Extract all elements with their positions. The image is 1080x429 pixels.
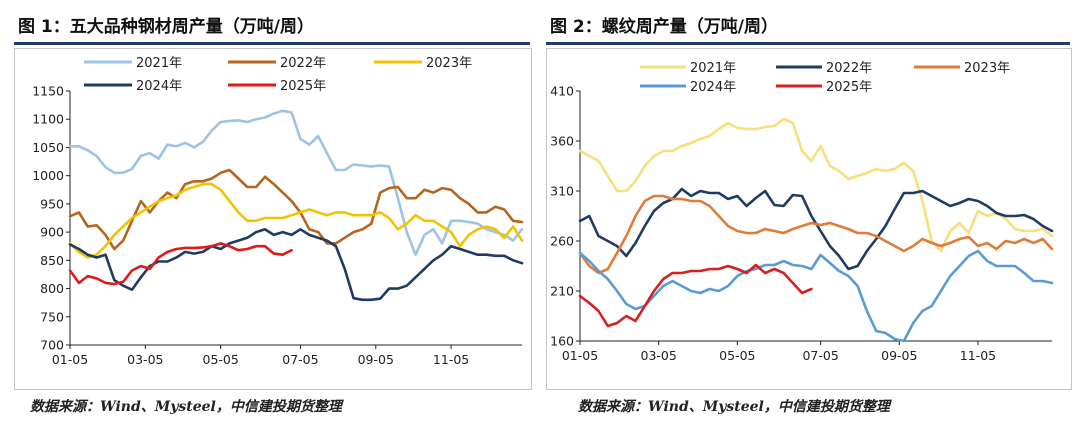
x-tick-label: 03-05: [641, 348, 677, 363]
y-tick-label: 900: [40, 225, 64, 240]
y-tick-label: 160: [550, 334, 574, 349]
legend-label: 2021年: [690, 61, 736, 76]
legend-label: 2022年: [280, 56, 326, 71]
x-tick-label: 11-05: [960, 348, 996, 363]
y-tick-label: 750: [40, 309, 64, 324]
y-tick-label: 1100: [32, 112, 64, 127]
x-tick-label: 01-05: [52, 352, 88, 367]
series-line-2025年: [578, 263, 813, 328]
legend-label: 2024年: [136, 79, 182, 94]
source-note-1: 数据来源：Wind、Mysteel，中信建投期货整理: [30, 399, 342, 415]
source-note-2: 数据来源：Wind、Mysteel，中信建投期货整理: [578, 399, 890, 415]
y-tick-label: 310: [550, 184, 574, 199]
series-line-2024年: [68, 228, 524, 302]
x-tick-label: 01-05: [562, 348, 598, 363]
x-tick-label: 07-05: [802, 348, 838, 363]
y-tick-label: 210: [550, 284, 574, 299]
line-chart-1: 700 750 800 850 900 950 1000 1050 1100 1150 01-05 0…: [32, 56, 524, 367]
y-tick-label: 260: [550, 234, 574, 249]
y-tick-label: 1150: [32, 84, 64, 99]
y-tick-label: 1050: [32, 140, 64, 155]
series-line-2022年: [578, 187, 1054, 271]
legend-label: 2023年: [426, 56, 472, 71]
y-tick-label: 700: [40, 338, 64, 353]
series-line-2021年: [68, 109, 524, 256]
legend-label: 2024年: [690, 80, 736, 95]
chart-title-2: 图 2：螺纹周产量（万吨/周）: [550, 17, 778, 37]
series-line-2025年: [68, 242, 293, 286]
x-tick-label: 09-05: [881, 348, 917, 363]
x-tick-label: 05-05: [719, 348, 755, 363]
legend-label: 2025年: [280, 79, 326, 94]
y-tick-label: 1000: [32, 168, 64, 183]
y-tick-label: 410: [550, 84, 574, 99]
legend-label: 2021年: [136, 56, 182, 71]
title-rule-2: [546, 42, 1070, 45]
series-line-2024年: [578, 249, 1054, 343]
x-tick-label: 07-05: [282, 352, 318, 367]
chart-title-1: 图 1：五大品种钢材周产量（万吨/周）: [18, 17, 314, 37]
x-tick-label: 11-05: [433, 352, 469, 367]
legend-label: 2025年: [826, 80, 872, 95]
legend-label: 2023年: [964, 61, 1010, 76]
y-tick-label: 850: [40, 253, 64, 268]
line-chart-2: 160 210 260 310 360 410 01-05 03-05 05-05 07-05 09…: [550, 61, 1054, 363]
series-line-2022年: [68, 168, 524, 251]
series-line-2023年: [68, 182, 524, 259]
y-tick-label: 950: [40, 196, 64, 211]
series-line-2023年: [578, 194, 1054, 275]
x-tick-label: 09-05: [358, 352, 394, 367]
title-rule-1: [14, 42, 530, 45]
chart-panel-1: 图 1：五大品种钢材周产量（万吨/周） 700 750 800 850 900 950 10…: [14, 17, 532, 415]
chart-panel-2: 图 2：螺纹周产量（万吨/周） 160 210 260 310 360 410 01-05 0…: [544, 0, 1080, 429]
y-tick-label: 800: [40, 281, 64, 296]
x-tick-label: 03-05: [127, 352, 163, 367]
legend-label: 2022年: [826, 61, 872, 76]
series-line-2021年: [578, 117, 1054, 253]
y-tick-label: 360: [550, 134, 574, 149]
x-tick-label: 05-05: [203, 352, 239, 367]
